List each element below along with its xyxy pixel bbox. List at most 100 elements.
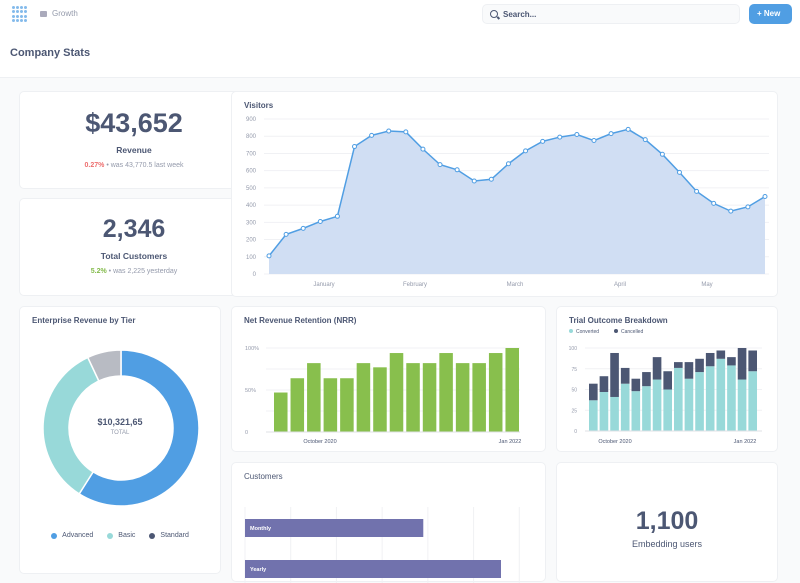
data-point <box>676 169 682 175</box>
legend-item-basic[interactable]: Basic <box>107 532 135 539</box>
bar-converted <box>663 389 672 431</box>
revenue-card[interactable]: $43,652 Revenue 0.27% • was 43,770.5 las… <box>19 91 249 189</box>
folder-icon <box>40 10 47 17</box>
y-tick-label: 600 <box>246 169 257 175</box>
bar-converted <box>684 378 694 431</box>
data-point <box>437 162 443 168</box>
data-point <box>694 188 700 194</box>
bar-cancelled <box>631 378 641 392</box>
bar-converted <box>705 366 715 431</box>
bar <box>472 363 486 432</box>
x-tick-label: January <box>313 282 334 288</box>
donut-slice-advanced <box>78 349 200 507</box>
series-line <box>268 128 766 257</box>
donut-legend: Advanced Basic Standard <box>20 532 220 539</box>
bar-cancelled <box>642 372 651 387</box>
breadcrumb-growth[interactable]: Growth <box>52 9 78 18</box>
bar-cancelled <box>663 371 672 390</box>
bar <box>245 519 424 537</box>
legend-dot <box>51 532 58 539</box>
embedding-card[interactable]: 1,100 Embedding users <box>556 462 778 582</box>
bar <box>406 363 420 432</box>
revenue-value: $43,652 <box>85 108 183 138</box>
data-point <box>762 194 768 199</box>
bar-cancelled <box>652 357 662 380</box>
bar-converted <box>674 367 683 431</box>
legend-item-advanced[interactable]: Advanced <box>51 532 93 539</box>
bar-converted <box>599 391 609 431</box>
nrr-chart: 0 50% 100% October 2020 Jan 2022 <box>245 346 522 445</box>
y-tick-label: 800 <box>246 134 257 140</box>
data-point <box>403 129 409 135</box>
chart-title: Enterprise Revenue by Tier <box>32 316 136 325</box>
bar <box>422 363 437 432</box>
y-tick-label: 900 <box>246 117 257 123</box>
bar <box>356 363 371 432</box>
search-placeholder: Search... <box>503 10 537 19</box>
embedding-value: 1,100 <box>635 507 699 535</box>
x-tick-label: October 2020 <box>303 439 336 445</box>
bar-converted <box>748 371 757 431</box>
revenue-comparison: 0.27% • was 43,770.5 last week <box>20 162 248 169</box>
data-point <box>574 132 580 137</box>
visitors-card[interactable]: Visitors 0 100 200 300 400 500 600 700 800 900 Jan… <box>231 91 778 297</box>
new-button[interactable]: + New <box>749 4 792 24</box>
bar-converted <box>631 391 641 431</box>
chart-title: Customers <box>244 472 283 481</box>
x-tick-label: Jan 2022 <box>499 439 522 445</box>
dashboard-header: Company Stats <box>0 28 800 78</box>
total-customers-card[interactable]: 2,346 Total Customers 5.2% • was 2,225 y… <box>19 198 249 296</box>
y-tick-label: 0 <box>253 272 257 278</box>
bar <box>274 392 288 432</box>
y-tick-label: 0 <box>574 429 577 435</box>
bar-cancelled <box>705 352 715 367</box>
data-point <box>625 126 631 132</box>
data-point <box>591 138 597 144</box>
data-point <box>386 128 392 134</box>
tier-card[interactable]: Enterprise Revenue by Tier $10,321,65 TO… <box>19 306 221 574</box>
data-point <box>505 161 511 167</box>
bar-converted <box>620 383 630 431</box>
y-tick-label: 700 <box>246 151 257 157</box>
nrr-card[interactable]: Net Revenue Retention (NRR) 0 50% 100% Octo… <box>231 306 546 452</box>
bar-cancelled <box>695 358 704 373</box>
chart-title: Trial Outcome Breakdown <box>569 316 668 325</box>
logo-icon[interactable] <box>12 6 28 22</box>
data-point <box>334 213 340 219</box>
data-point <box>266 253 272 259</box>
data-point <box>711 200 717 206</box>
data-point <box>745 204 751 210</box>
customers-label: Total Customers <box>100 251 168 261</box>
area-fill <box>269 129 765 274</box>
y-tick-label: 200 <box>246 238 257 244</box>
data-point <box>471 178 477 184</box>
bar-converted <box>610 396 619 431</box>
customers-chart-card[interactable]: Customers Monthly Yearly <box>231 462 546 583</box>
legend-item-standard[interactable]: Standard <box>149 532 189 539</box>
breadcrumb[interactable]: Growth <box>40 9 78 18</box>
bar-cancelled <box>727 357 736 366</box>
y-tick-label: 100% <box>245 346 259 352</box>
top-navbar: Growth Search... + New <box>0 0 800 28</box>
y-tick-label: 50% <box>245 388 256 394</box>
y-tick-label: 75 <box>571 367 577 373</box>
bar <box>455 363 470 432</box>
search-input[interactable]: Search... <box>482 4 740 24</box>
tier-donut-chart <box>42 349 200 507</box>
data-point <box>557 134 563 140</box>
revenue-change: 0.27% <box>84 162 105 169</box>
x-tick-label: February <box>403 282 427 288</box>
x-tick-label: April <box>614 282 626 288</box>
y-tick-label: 50 <box>571 388 577 394</box>
data-point <box>608 131 614 137</box>
visitors-chart: 0 100 200 300 400 500 600 700 800 900 January Febru… <box>246 117 769 288</box>
y-tick-label: 25 <box>571 408 577 414</box>
legend-dot <box>149 532 156 539</box>
legend-dot <box>569 329 573 333</box>
customers-previous: was 2,225 yesterday <box>113 268 178 275</box>
bar-cancelled <box>674 362 683 368</box>
separator: • <box>106 162 109 169</box>
y-tick-label: 300 <box>246 220 257 226</box>
trial-card[interactable]: Trial Outcome Breakdown 0 25 50 75 100 Conver… <box>556 306 778 452</box>
revenue-label: Revenue <box>116 145 152 155</box>
